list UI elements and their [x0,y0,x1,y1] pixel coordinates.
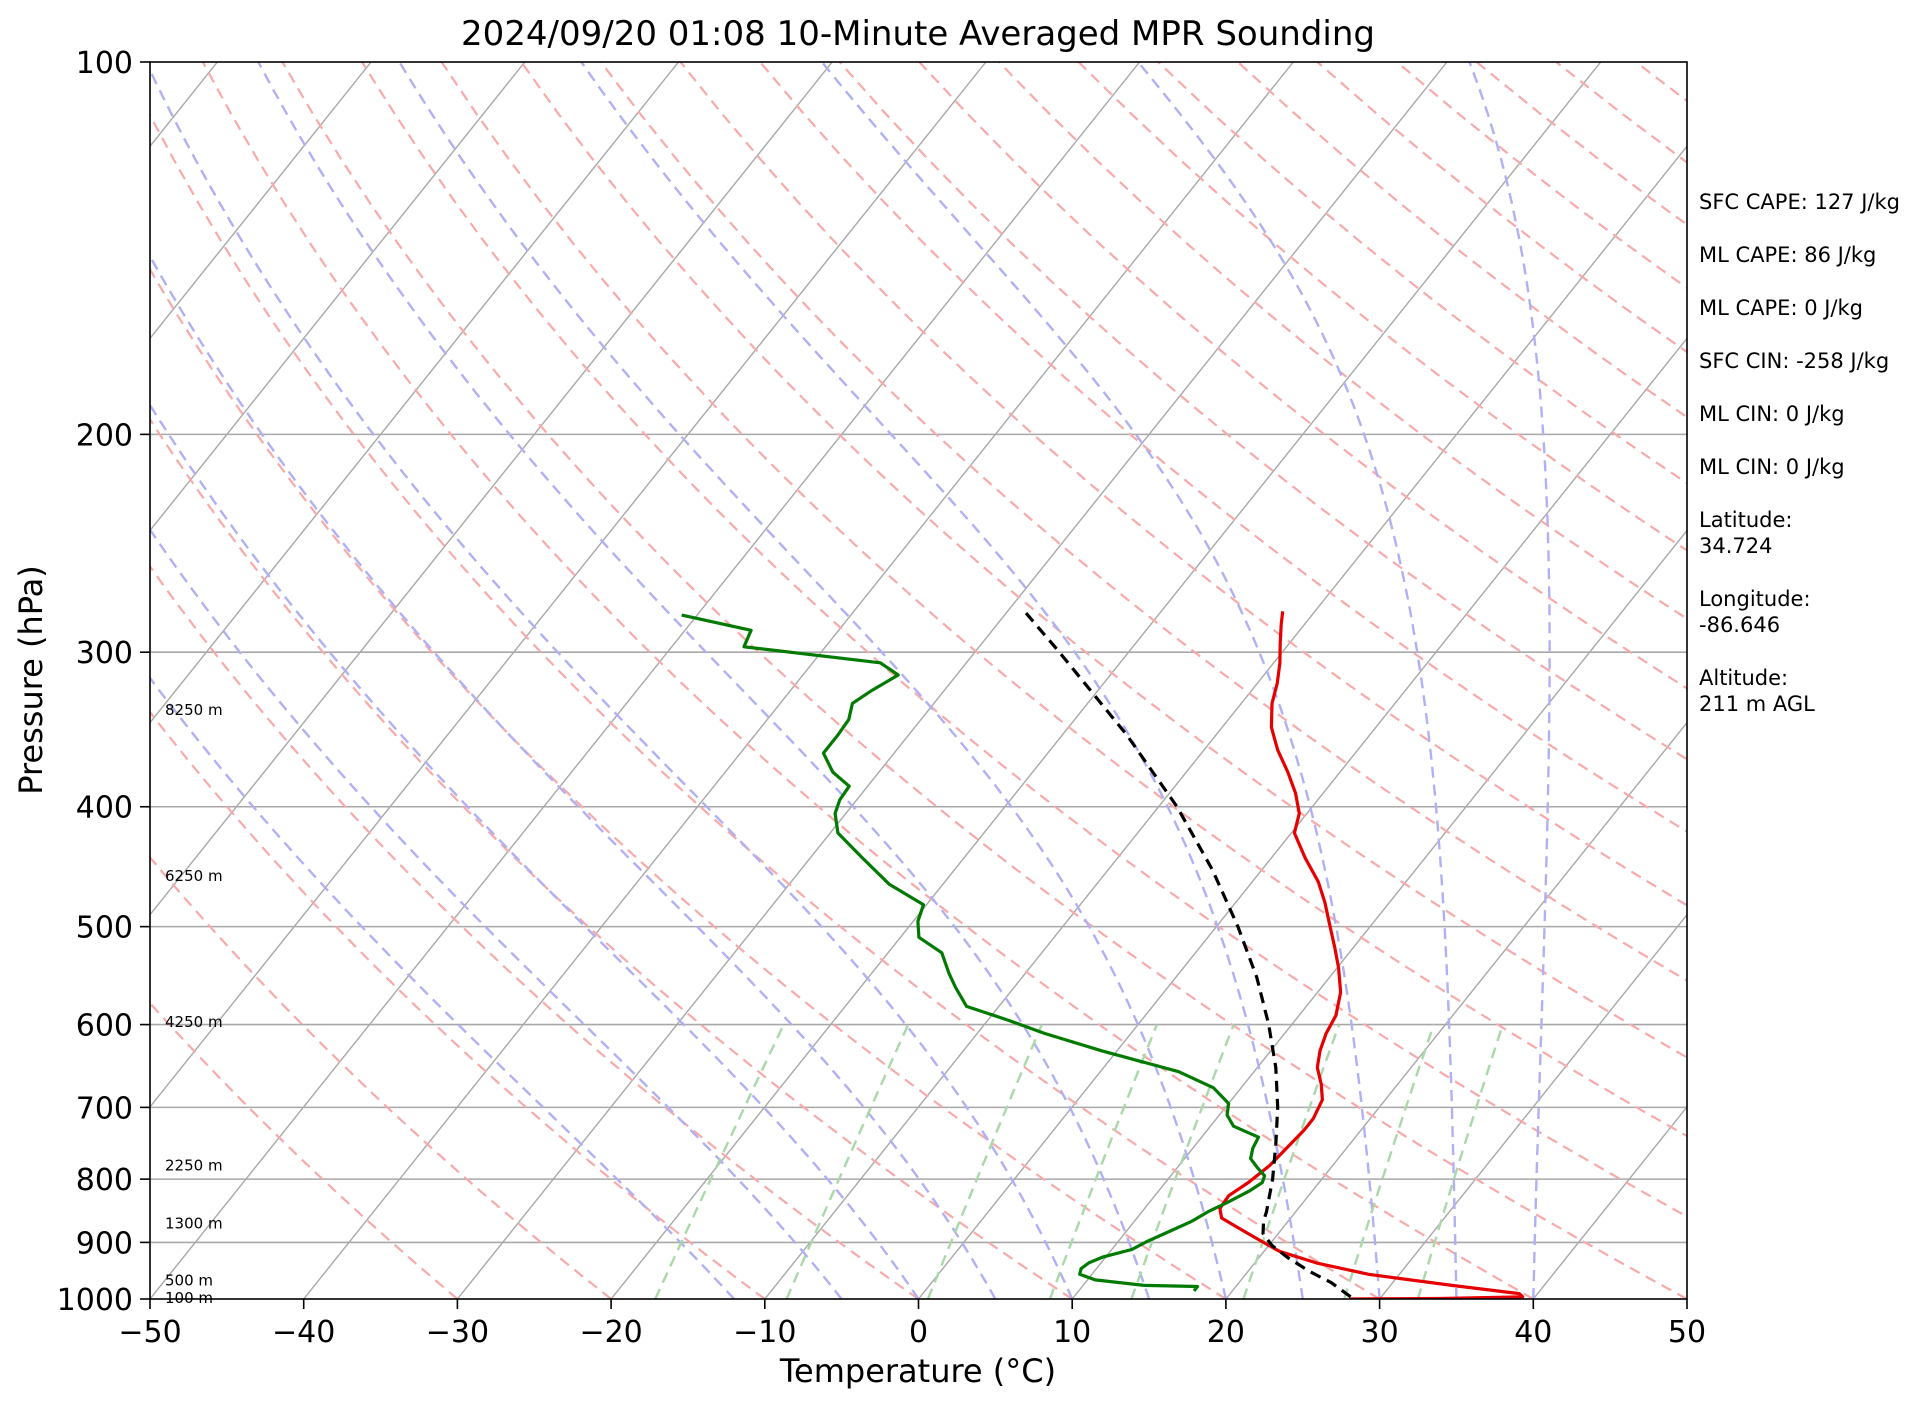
y-tick-label: 300 [76,636,133,671]
moist-adiabat [1468,62,1551,1299]
dry-adiabat [281,62,1687,1299]
mixing-ratio-line [654,1024,785,1299]
x-tick-label: −30 [426,1315,489,1350]
dry-adiabat [838,62,1687,761]
x-tick-label: 0 [909,1315,928,1350]
sounding-profiles [681,610,1525,1299]
y-tick-label: 400 [76,791,133,826]
dewpoint-profile [681,613,1267,1292]
stat-entry: ML CIN: 0 J/kg [1699,402,1845,426]
mixing-ratio-line [1343,1024,1435,1299]
isotherm-line [303,62,1294,1299]
x-tick-label: 20 [1207,1315,1245,1350]
mixing-ratio-line [1048,1024,1159,1299]
isotherm-line [1379,913,1687,1299]
dry-adiabat [520,62,1687,1059]
parcel-path [1023,610,1352,1299]
y-tick-label: 900 [76,1226,133,1261]
dry-adiabat [440,62,1687,1138]
height-label: 100 m [165,1289,213,1307]
moist-adiabat [150,402,920,1299]
stat-entry: ML CAPE: 86 J/kg [1699,243,1876,267]
dry-adiabat [150,112,1381,1299]
isotherm-line [150,62,1141,1299]
moist-adiabat [1137,62,1458,1299]
x-tick-label: 30 [1361,1315,1399,1350]
mixing-ratio-line [926,1024,1043,1299]
y-tick-label: 800 [76,1163,133,1198]
x-tick-label: 40 [1514,1315,1552,1350]
moist-adiabat [257,62,1151,1299]
stat-entry: ML CAPE: 0 J/kg [1699,296,1863,320]
dry-adiabat [679,62,1687,907]
moist-adiabat [820,62,1381,1299]
y-tick-label: 700 [76,1091,133,1126]
dry-adiabat [150,855,612,1299]
isotherm-line [150,62,372,340]
moist-adiabat [150,676,735,1299]
isotherm-line [610,62,1602,1299]
plot-frame [149,61,1688,1300]
x-tick-label: −20 [579,1315,642,1350]
x-tick-label: −50 [118,1315,181,1350]
mixing-ratio-line [1416,1024,1504,1299]
y-tick-label: 1000 [57,1283,133,1318]
axis-labels: −50 −40 −30 −20 −10 0 10 20 30 40 50 100 200 300 400 50… [57,46,1706,1350]
sounding-stats: SFC CAPE: 127 J/kg ML CAPE: 86 J/kg ML CAP… [1699,190,1900,716]
height-label: 2250 m [165,1157,223,1175]
isotherm-line [456,62,1448,1299]
isotherm-line [1225,721,1687,1299]
y-axis-title: Pressure (hPa) [12,565,50,795]
height-label: 8250 m [165,701,223,719]
x-tick-label: 50 [1668,1315,1706,1350]
x-tick-label: −40 [272,1315,335,1350]
stat-entry: SFC CAPE: 127 J/kg [1699,190,1900,214]
y-tick-label: 500 [76,911,133,946]
isotherm-line [150,62,987,1108]
dry-adiabat [150,1001,459,1299]
temperature-profile [1218,611,1525,1299]
mixing-ratio-line [785,1024,910,1299]
dry-adiabat [201,62,1534,1299]
stat-entry: ML CIN: 0 J/kg [1699,455,1845,479]
stat-entry: Longitude: -86.646 [1699,587,1811,637]
stat-entry: Altitude: 211 m AGL [1699,666,1815,716]
y-tick-label: 600 [76,1009,133,1044]
x-tick-label: −10 [733,1315,796,1350]
height-label: 6250 m [165,867,223,885]
stat-entry: Latitude: 34.724 [1699,508,1793,558]
height-label: 4250 m [165,1013,223,1031]
isotherm-line [1071,529,1687,1299]
moist-adiabat [150,527,843,1299]
x-axis-title: Temperature (°C) [779,1352,1056,1390]
height-label: 1300 m [165,1215,223,1233]
dry-adiabat [150,564,920,1299]
x-tick-label: 10 [1053,1315,1091,1350]
mixing-ratio-line [1130,1024,1235,1299]
moist-adiabat [150,67,1074,1299]
height-label: 500 m [165,1271,213,1289]
moist-adiabat [398,62,1228,1299]
chart-title: 2024/09/20 01:08 10-Minute Averaged MPR … [461,14,1375,54]
isotherm-line [764,145,1687,1299]
dry-adiabat [600,62,1687,982]
isotherm-line [150,62,833,916]
moist-adiabat [580,62,1304,1299]
dry-adiabat [150,710,766,1299]
mixing-ratio-line [1242,1024,1341,1299]
dry-adiabat [150,267,1227,1299]
stat-entry: SFC CIN: -258 J/kg [1699,349,1889,373]
dry-adiabat [998,62,1687,621]
isotherm-line [917,337,1687,1299]
dry-adiabat [150,417,1073,1299]
isotherm-line [150,62,526,532]
isotherm-line [150,62,680,724]
y-tick-label: 200 [76,418,133,453]
background-lines [150,62,1687,1299]
dry-adiabat [361,62,1687,1218]
y-tick-label: 100 [76,46,133,81]
